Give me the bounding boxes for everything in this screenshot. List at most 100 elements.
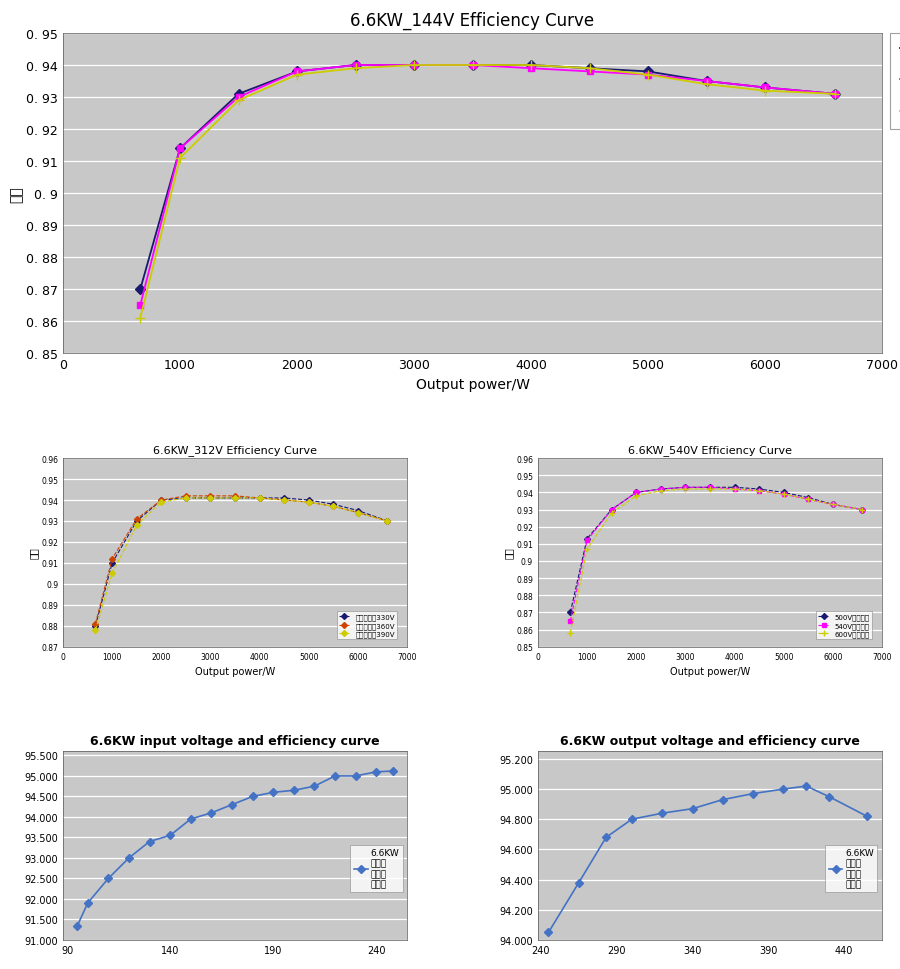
输出电压为360V	[303, 497, 314, 509]
540V输出曲线	[705, 482, 716, 493]
Line: 180V output voltage curve: 180V output voltage curve	[135, 61, 840, 324]
165V output voltage curve	[292, 67, 302, 78]
600V输出曲线	[857, 504, 868, 516]
600V输出曲线	[729, 484, 740, 495]
540V输出曲线	[827, 499, 838, 511]
500V输出电压	[680, 482, 691, 493]
输出电压为330V	[156, 495, 166, 507]
150V output voltage curve	[350, 60, 361, 72]
Line: 150V output voltage curve: 150V output voltage curve	[137, 62, 839, 294]
输出电压为360V	[328, 501, 338, 513]
600V输出曲线	[705, 484, 716, 495]
输出电压为330V	[303, 495, 314, 507]
540V输出曲线	[680, 482, 691, 493]
Line: 输出电压为330V: 输出电压为330V	[94, 496, 390, 628]
输出电压为390V	[254, 492, 265, 504]
500V输出电压	[631, 487, 642, 499]
Y-axis label: 效率: 效率	[503, 547, 513, 559]
150V output voltage curve	[584, 63, 595, 75]
X-axis label: Output power/W: Output power/W	[195, 667, 275, 676]
Line: 165V output voltage curve: 165V output voltage curve	[137, 62, 839, 309]
600V输出曲线	[655, 485, 666, 497]
500V输出电压	[753, 484, 764, 495]
540V输出曲线	[729, 484, 740, 495]
150V output voltage curve	[701, 77, 712, 88]
540V输出曲线	[607, 504, 617, 516]
输出电压为330V	[328, 499, 338, 511]
165V output voltage curve	[467, 60, 478, 72]
X-axis label: Output power/W: Output power/W	[416, 378, 529, 391]
165V output voltage curve	[409, 60, 419, 72]
输出电压为360V	[181, 490, 192, 502]
Title: 6.6KW input voltage and efficiency curve: 6.6KW input voltage and efficiency curve	[90, 735, 380, 748]
Title: 6.6KW_144V Efficiency Curve: 6.6KW_144V Efficiency Curve	[350, 12, 595, 30]
165V output voltage curve	[830, 89, 841, 101]
150V output voltage curve	[292, 67, 302, 78]
输出电压为390V	[156, 497, 166, 509]
600V输出曲线	[565, 628, 576, 640]
150V output voltage curve	[526, 60, 536, 72]
输出电压为360V	[382, 516, 393, 527]
150V output voltage curve	[643, 67, 653, 78]
500V输出电压	[857, 504, 868, 516]
180V output voltage curve	[292, 70, 302, 81]
600V输出曲线	[607, 508, 617, 519]
500V输出电压	[607, 504, 617, 516]
540V输出曲线	[778, 488, 789, 500]
540V输出曲线	[857, 504, 868, 516]
Title: 6.6KW output voltage and efficiency curve: 6.6KW output voltage and efficiency curv…	[560, 735, 860, 748]
Line: 输出电压为390V: 输出电压为390V	[94, 496, 390, 633]
600V输出曲线	[778, 488, 789, 500]
Legend: 500V输出电压, 540V输出曲线, 600V输出曲线: 500V输出电压, 540V输出曲线, 600V输出曲线	[816, 611, 871, 640]
500V输出电压	[705, 482, 716, 493]
540V输出曲线	[803, 494, 814, 506]
540V输出曲线	[631, 487, 642, 499]
Legend: 输出电压为330V, 输出电压为360V, 输出电压为390V: 输出电压为330V, 输出电压为360V, 输出电压为390V	[338, 611, 397, 640]
165V output voltage curve	[135, 300, 146, 312]
150V output voltage curve	[467, 60, 478, 72]
150V output voltage curve	[175, 143, 185, 155]
180V output voltage curve	[701, 79, 712, 91]
输出电压为330V	[131, 516, 142, 527]
180V output voltage curve	[175, 153, 185, 165]
输出电压为360V	[156, 495, 166, 507]
输出电压为390V	[107, 568, 118, 579]
Line: 输出电压为360V: 输出电压为360V	[94, 494, 390, 626]
Y-axis label: 效率: 效率	[9, 186, 23, 203]
165V output voltage curve	[584, 67, 595, 78]
输出电压为390V	[303, 497, 314, 509]
输出电压为390V	[131, 519, 142, 531]
输出电压为390V	[382, 516, 393, 527]
165V output voltage curve	[233, 92, 244, 104]
输出电压为360V	[107, 553, 118, 565]
600V输出曲线	[827, 499, 838, 511]
Title: 6.6KW_540V Efficiency Curve: 6.6KW_540V Efficiency Curve	[628, 445, 792, 456]
输出电压为330V	[181, 492, 192, 504]
输出电压为360V	[353, 507, 364, 518]
输出电压为360V	[205, 490, 216, 502]
输出电压为330V	[353, 505, 364, 516]
输出电压为330V	[382, 516, 393, 527]
150V output voltage curve	[233, 89, 244, 101]
输出电压为390V	[279, 495, 290, 507]
Line: 500V输出电压: 500V输出电压	[568, 485, 864, 615]
Line: 540V输出曲线: 540V输出曲线	[568, 485, 864, 623]
输出电压为390V	[90, 624, 101, 636]
输出电压为390V	[353, 507, 364, 518]
150V output voltage curve	[409, 60, 419, 72]
180V output voltage curve	[135, 313, 146, 325]
180V output voltage curve	[830, 89, 841, 101]
Y-axis label: 效率: 效率	[29, 547, 39, 559]
165V output voltage curve	[175, 143, 185, 155]
600V输出曲线	[680, 484, 691, 495]
165V output voltage curve	[701, 77, 712, 88]
输出电压为330V	[107, 557, 118, 569]
Line: 600V输出曲线: 600V输出曲线	[568, 486, 865, 636]
500V输出电压	[827, 499, 838, 511]
540V输出曲线	[753, 485, 764, 497]
500V输出电压	[778, 487, 789, 499]
180V output voltage curve	[526, 60, 536, 72]
500V输出电压	[581, 533, 592, 545]
输出电压为330V	[230, 492, 240, 504]
540V输出曲线	[655, 484, 666, 495]
